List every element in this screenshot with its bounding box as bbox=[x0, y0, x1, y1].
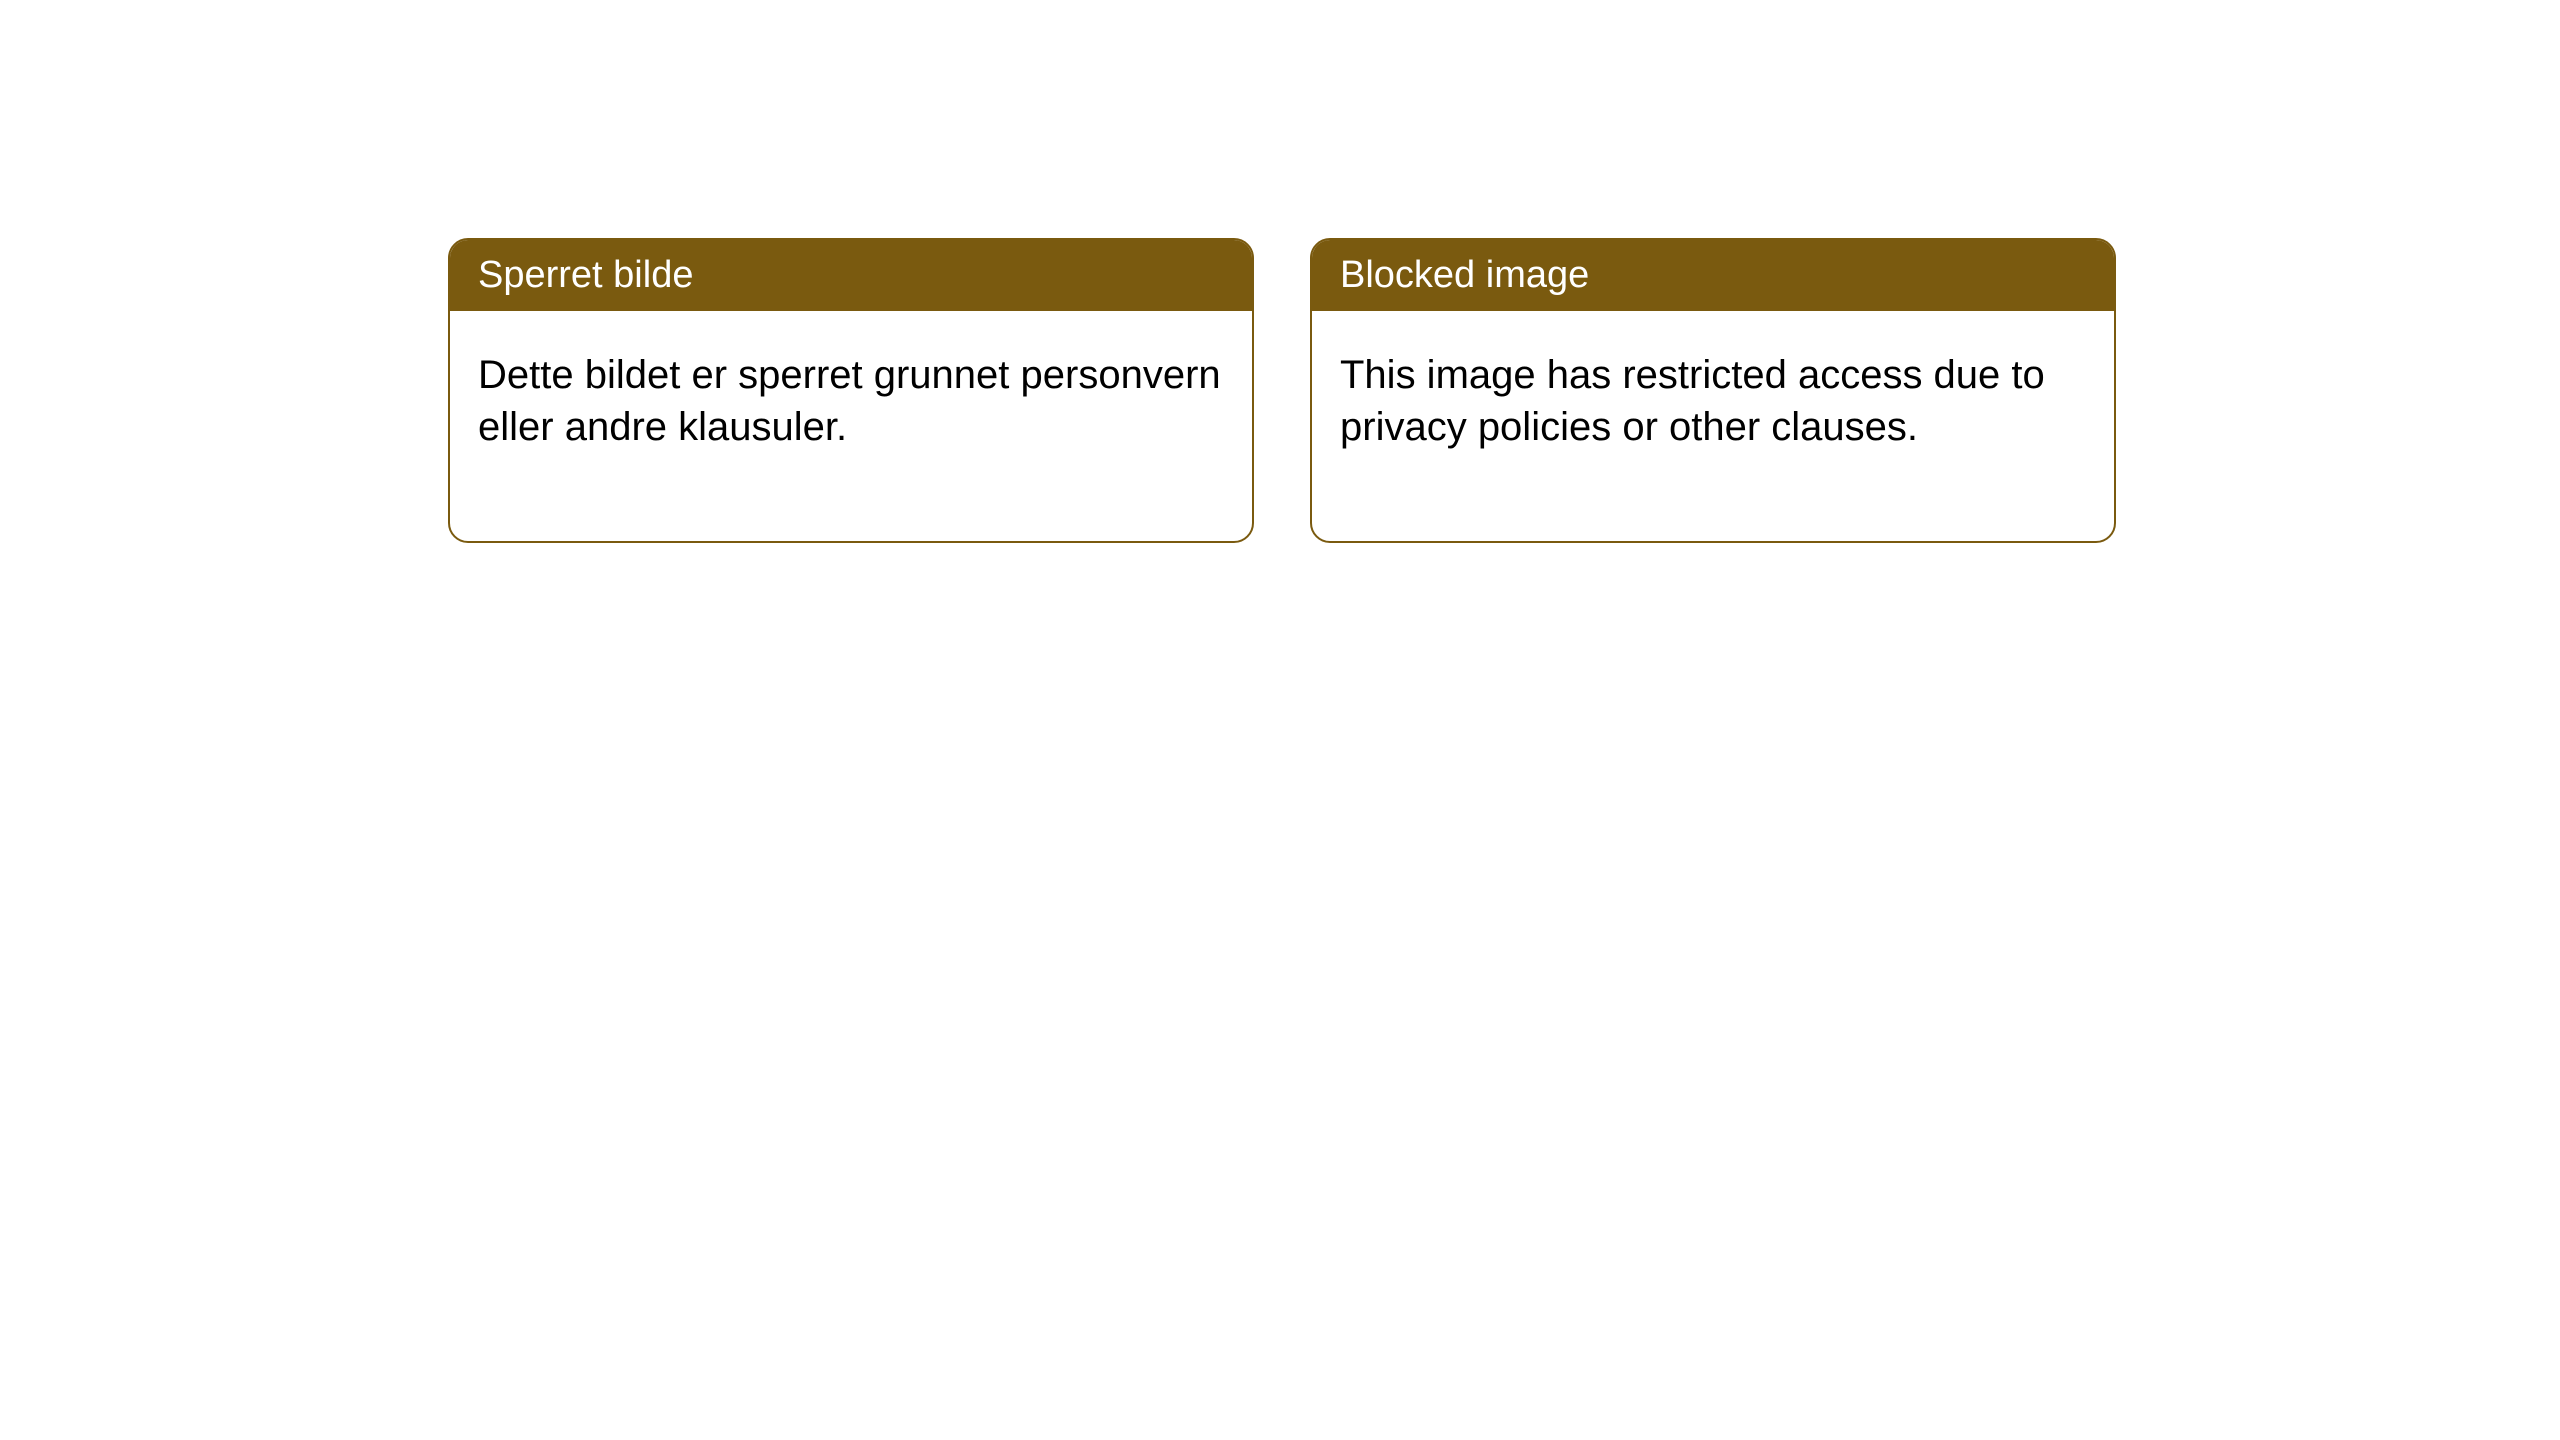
notice-card-english: Blocked image This image has restricted … bbox=[1310, 238, 2116, 543]
notice-cards-container: Sperret bilde Dette bildet er sperret gr… bbox=[448, 238, 2116, 543]
notice-card-header: Sperret bilde bbox=[450, 240, 1252, 311]
notice-card-header: Blocked image bbox=[1312, 240, 2114, 311]
notice-card-body: Dette bildet er sperret grunnet personve… bbox=[450, 311, 1252, 541]
notice-card-body: This image has restricted access due to … bbox=[1312, 311, 2114, 541]
notice-card-norwegian: Sperret bilde Dette bildet er sperret gr… bbox=[448, 238, 1254, 543]
